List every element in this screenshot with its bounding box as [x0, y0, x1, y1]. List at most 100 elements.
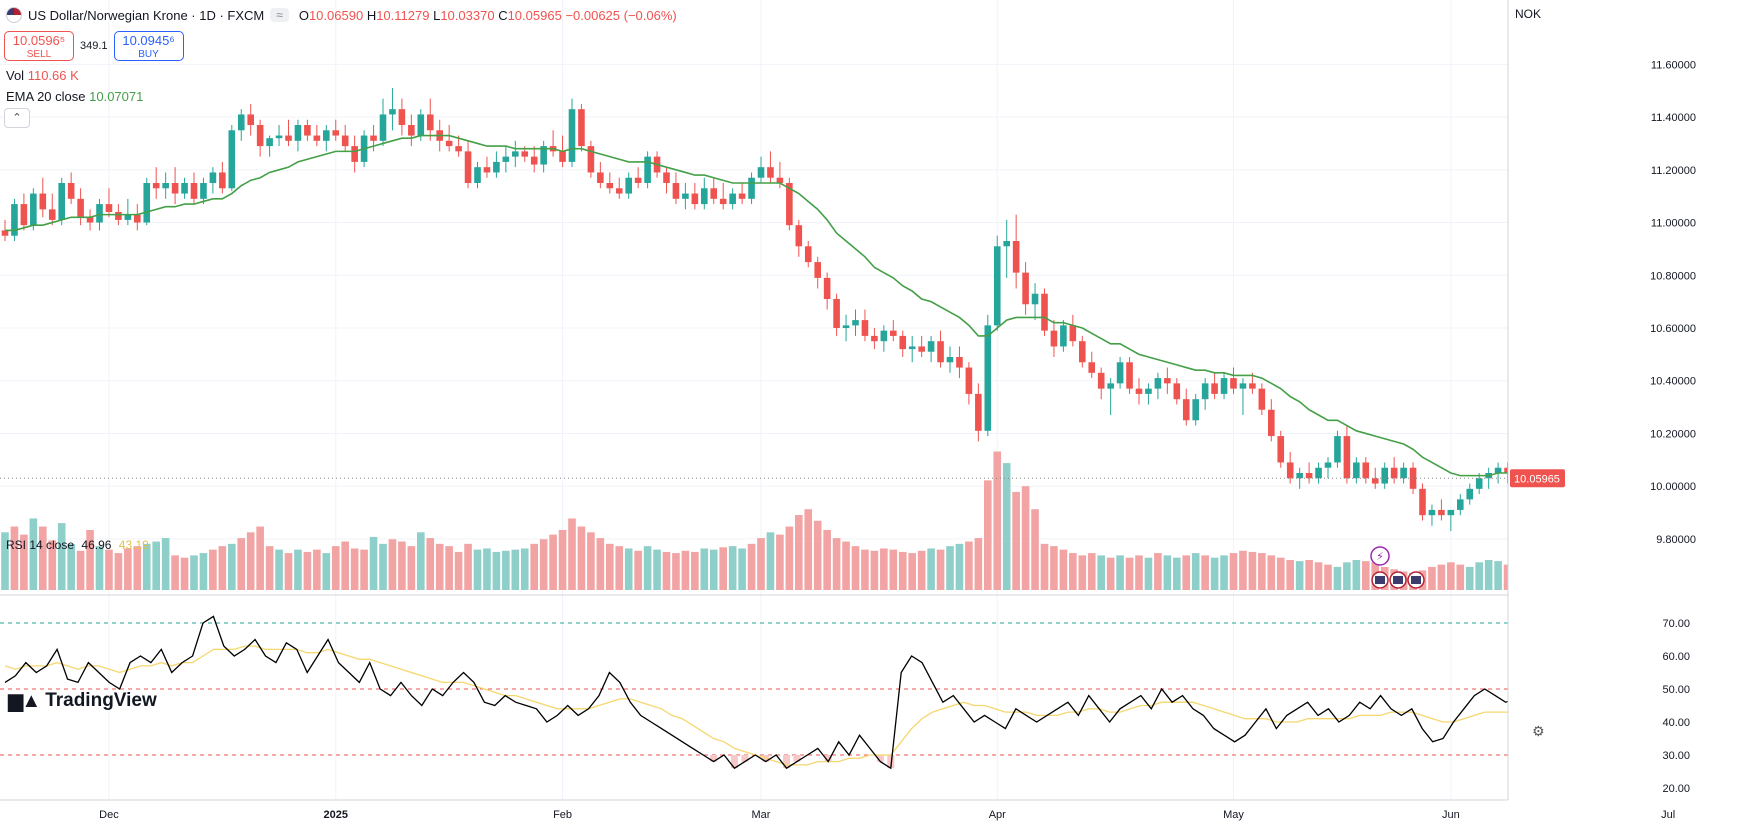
volume-bar	[256, 526, 264, 590]
candle	[1296, 467, 1303, 489]
candle-body	[823, 277, 831, 299]
candle	[304, 119, 311, 141]
volume-bar	[1, 532, 9, 590]
candle	[379, 98, 387, 147]
candle	[1022, 262, 1029, 315]
ema-legend[interactable]: EMA 20 close 10.07071	[6, 89, 144, 104]
volume-legend[interactable]: Vol 110.66 K	[6, 68, 79, 83]
price-tick-label: 10.60000	[1650, 323, 1696, 335]
candle	[767, 151, 774, 183]
volume-bar	[842, 541, 850, 590]
candle-body	[1060, 325, 1067, 347]
candle-body	[663, 172, 670, 183]
candle-body	[804, 246, 812, 263]
candle-body	[993, 246, 1001, 326]
candle-body	[984, 325, 992, 431]
candle-body	[587, 146, 595, 173]
candle	[918, 335, 925, 357]
lightning-event-icon: ⚡	[1370, 546, 1390, 566]
price-tick-label: 10.80000	[1650, 270, 1696, 282]
candle	[313, 125, 321, 147]
volume-bar	[142, 543, 151, 590]
candle-body	[1475, 478, 1483, 489]
volume-bar	[48, 540, 57, 590]
candle-body	[1457, 499, 1464, 510]
candle	[445, 125, 453, 152]
candle-body	[1201, 383, 1209, 400]
symbol-legend[interactable]: US Dollar/Norwegian Krone · 1D · FXCM ≈ …	[6, 7, 677, 23]
candle-body	[521, 151, 529, 157]
candle	[408, 114, 415, 147]
tradingview-logo: ▆▲ TradingView	[8, 689, 157, 713]
candle-body	[1192, 399, 1199, 421]
volume-bar	[1144, 557, 1153, 590]
volume-bar	[20, 534, 28, 590]
volume-bar	[95, 546, 104, 590]
candle	[426, 98, 434, 141]
candle-body	[219, 172, 226, 189]
candle-body	[890, 330, 897, 336]
candle-body	[266, 138, 273, 147]
indicator-pill[interactable]: ≈	[270, 8, 289, 22]
candle-body	[323, 130, 330, 141]
candle-body	[483, 167, 491, 173]
candle	[1230, 367, 1237, 394]
volume-bar	[558, 530, 567, 590]
candle-body	[1343, 436, 1351, 479]
time-axis: Dec 2025 Feb Mar Apr May Jun Jul	[0, 799, 1675, 821]
candle-body	[672, 183, 680, 199]
volume-bar	[1305, 560, 1313, 590]
volume-bar	[445, 546, 453, 590]
buy-button[interactable]: 10.0945⁶ BUY	[113, 31, 184, 61]
candle	[256, 119, 264, 157]
volume-bar	[369, 536, 378, 590]
volume-bar	[57, 523, 66, 590]
settings-gear-icon[interactable]: ⚙	[1532, 723, 1545, 739]
sell-button[interactable]: 10.0596⁵ SELL	[4, 31, 74, 61]
volume-bar	[265, 546, 274, 590]
candle	[578, 103, 585, 152]
currency-label[interactable]: NOK	[1515, 7, 1542, 21]
candle	[1145, 383, 1152, 405]
volume-bar	[936, 549, 945, 590]
candle-body	[729, 193, 736, 205]
candle	[1343, 425, 1351, 484]
candle	[1050, 320, 1058, 357]
candle	[890, 320, 897, 342]
candle-body	[426, 114, 434, 131]
volume-bar	[1220, 555, 1228, 590]
candle	[625, 172, 632, 199]
symbol-title[interactable]: US Dollar/Norwegian Krone · 1D · FXCM	[28, 7, 265, 23]
candle	[86, 209, 94, 231]
candle	[1268, 399, 1275, 442]
candle	[719, 183, 727, 210]
candle	[701, 177, 708, 210]
collapse-legend-button[interactable]: ⌃	[4, 108, 30, 128]
candle	[1447, 509, 1455, 531]
candle	[1258, 383, 1266, 415]
candle	[200, 177, 207, 205]
volume-bar	[672, 553, 680, 590]
candle	[871, 328, 878, 350]
volume-bars	[1, 451, 1521, 590]
candle	[67, 172, 75, 205]
candle-body	[634, 177, 642, 183]
candle	[1201, 378, 1209, 410]
candle	[190, 172, 198, 205]
time-tick-label: Jul	[1661, 809, 1675, 821]
candle	[1173, 378, 1181, 405]
candle	[1012, 214, 1020, 289]
candle	[1466, 483, 1474, 505]
candle-body	[171, 183, 179, 194]
candle	[1362, 457, 1370, 484]
volume-bar	[275, 549, 283, 590]
volume-bar	[1362, 561, 1370, 590]
volume-bar	[520, 548, 529, 590]
candle-body	[578, 109, 585, 147]
volume-bar	[1087, 553, 1096, 590]
price-candles: ⚡	[1, 88, 1521, 589]
volume-bar	[880, 548, 888, 590]
volume-bar	[218, 546, 227, 590]
rsi-legend[interactable]: RSI 14 close 46.96 43.19	[6, 538, 149, 552]
